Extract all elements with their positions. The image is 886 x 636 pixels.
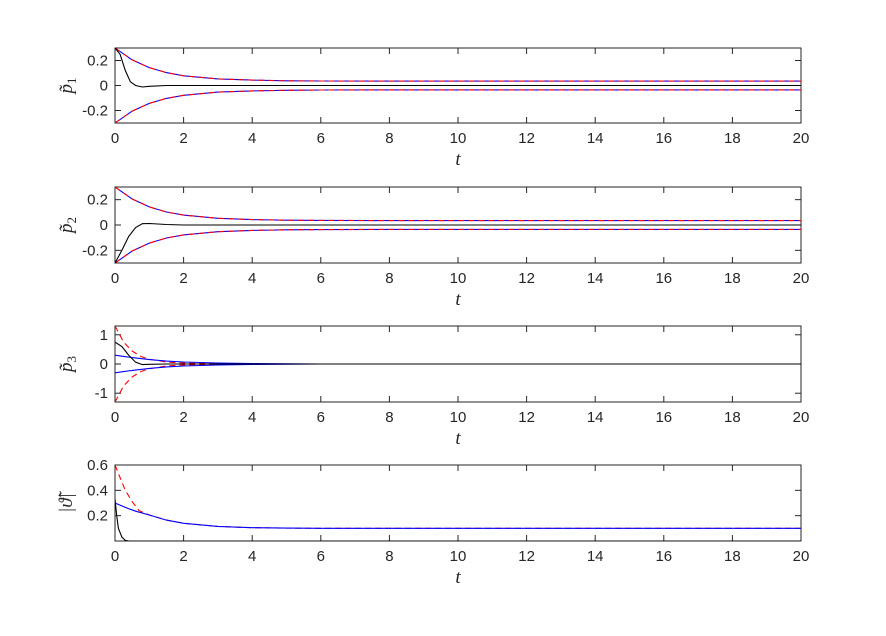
x-tick-label: 12 xyxy=(518,548,535,565)
x-tick-label: 2 xyxy=(179,270,187,287)
y-axis-label: p̃3 xyxy=(56,356,79,374)
series-line-2 xyxy=(115,187,801,222)
x-tick-label: 14 xyxy=(587,130,604,147)
x-tick-label: 12 xyxy=(518,130,535,147)
x-axis-label: t xyxy=(455,289,461,310)
x-tick-label: 8 xyxy=(385,409,393,426)
x-tick-label: 18 xyxy=(724,548,741,565)
x-tick-label: 4 xyxy=(248,130,256,147)
x-tick-label: 2 xyxy=(179,548,187,565)
x-tick-label: 4 xyxy=(248,409,256,426)
x-tick-label: 18 xyxy=(724,130,741,147)
x-tick-label: 8 xyxy=(385,130,393,147)
y-axis-label-subscript: 2 xyxy=(64,217,79,224)
x-axis-label: t xyxy=(455,567,461,588)
x-tick-label: 14 xyxy=(587,270,604,287)
x-tick-label: 6 xyxy=(317,548,325,565)
x-tick-label: 2 xyxy=(179,130,187,147)
x-tick-label: 14 xyxy=(587,548,604,565)
x-tick-label: 10 xyxy=(450,130,467,147)
y-axis-label-text: |ϑ̃| xyxy=(56,490,77,513)
x-tick-label: 2 xyxy=(179,409,187,426)
svg-text:p̃2: p̃2 xyxy=(56,217,79,235)
y-axis-label-text: p̃ xyxy=(56,84,77,96)
x-tick-label: 8 xyxy=(385,548,393,565)
x-tick-label: 6 xyxy=(317,409,325,426)
subplot-4: 0 2 4 6 8 10 12 14 16 18 20 0.6 0.4 0.2 t |ϑ̃| xyxy=(56,457,809,588)
y-tick-label: 0 xyxy=(100,217,108,234)
x-tick-label: 0 xyxy=(111,270,119,287)
x-tick-label: 10 xyxy=(450,548,467,565)
x-tick-label: 12 xyxy=(518,409,535,426)
y-tick-label: 0.6 xyxy=(87,457,108,474)
x-tick-label: 20 xyxy=(793,548,810,565)
x-tick-label: 18 xyxy=(724,270,741,287)
y-tick-label: -0.2 xyxy=(82,103,108,120)
x-axis-label: t xyxy=(455,428,461,449)
series-line-5 xyxy=(115,48,801,88)
subplot-1: 0 2 4 6 8 10 12 14 16 18 200.20-0.2tp̃1 xyxy=(56,47,810,170)
x-tick-label: 16 xyxy=(655,548,672,565)
y-axis-label-subscript: 3 xyxy=(64,356,79,363)
series-line-2 xyxy=(115,502,801,529)
x-tick-label: 20 xyxy=(793,130,810,147)
series-line-3 xyxy=(115,499,801,541)
x-tick-label: 20 xyxy=(793,409,810,426)
x-tick-label: 18 xyxy=(724,409,741,426)
x-tick-label: 0 xyxy=(111,409,119,426)
x-axis-label: t xyxy=(455,149,461,170)
subplot-2: 0 2 4 6 8 10 12 14 16 18 200.20-0.2tp̃2 xyxy=(56,186,810,310)
axes-box xyxy=(114,464,802,542)
y-tick-label: 0.2 xyxy=(87,508,108,525)
y-axis-label: |ϑ̃| xyxy=(56,490,77,513)
y-tick-label: 0.2 xyxy=(87,192,108,209)
x-tick-label: 6 xyxy=(317,130,325,147)
y-tick-label: -0.2 xyxy=(82,242,108,259)
svg-text:p̃3: p̃3 xyxy=(56,356,79,374)
series-line-2 xyxy=(115,48,801,82)
x-tick-label: 10 xyxy=(450,409,467,426)
svg-text:p̃1: p̃1 xyxy=(56,78,79,96)
x-tick-label: 10 xyxy=(450,270,467,287)
y-tick-label: 1 xyxy=(100,327,108,344)
y-axis-label-text: p̃ xyxy=(56,224,77,236)
y-tick-label: 0 xyxy=(100,356,108,373)
series-line-4 xyxy=(115,89,801,123)
x-tick-label: 6 xyxy=(317,270,325,287)
series-line-5 xyxy=(115,222,801,263)
y-tick-label: 0.2 xyxy=(87,53,108,70)
y-tick-label: 0 xyxy=(100,78,108,95)
y-axis-label-text: p̃ xyxy=(56,363,77,375)
x-tick-label: 14 xyxy=(587,409,604,426)
x-tick-label: 16 xyxy=(655,409,672,426)
x-tick-label: 4 xyxy=(248,548,256,565)
x-tick-label: 16 xyxy=(655,270,672,287)
x-tick-label: 16 xyxy=(655,130,672,147)
x-tick-label: 0 xyxy=(111,130,119,147)
y-axis-label-subscript: 1 xyxy=(64,78,79,85)
y-tick-label: -1 xyxy=(95,385,108,402)
y-axis-label: p̃1 xyxy=(56,78,79,96)
y-tick-label: 0.4 xyxy=(87,482,108,499)
x-tick-label: 20 xyxy=(793,270,810,287)
series-line-4 xyxy=(115,228,801,263)
series-line-5 xyxy=(115,341,801,366)
y-axis-label: p̃2 xyxy=(56,217,79,235)
x-tick-label: 0 xyxy=(111,548,119,565)
x-tick-label: 12 xyxy=(518,270,535,287)
x-tick-label: 4 xyxy=(248,270,256,287)
x-tick-label: 8 xyxy=(385,270,393,287)
svg-text:|ϑ̃|: |ϑ̃| xyxy=(56,490,77,513)
